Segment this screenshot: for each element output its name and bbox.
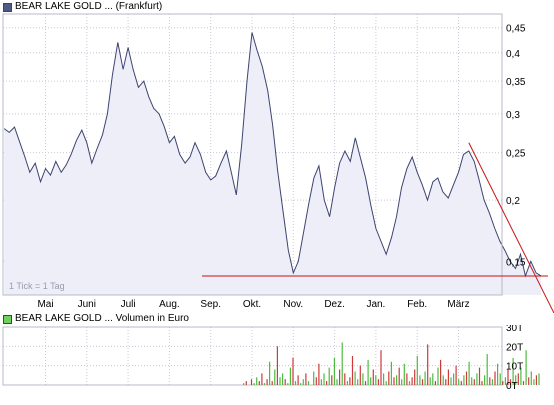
x-tick-label: Nov. [283, 299, 303, 310]
trend-line [468, 142, 554, 313]
tick-note: 1 Tick = 1 Tag [9, 281, 65, 291]
y-tick-label: 0,3 [506, 110, 520, 121]
x-tick-label: Aug. [159, 299, 180, 310]
y-tick-label: 0,35 [506, 77, 526, 88]
x-tick-label: Feb. [407, 299, 427, 310]
price-area-fill [4, 32, 542, 295]
y-tick-label: 0,4 [506, 49, 520, 60]
price-plot-frame [2, 13, 503, 296]
x-tick-label: Mai [37, 299, 53, 310]
price-chart-title: BEAR LAKE GOLD ... (Frankfurt) [15, 1, 163, 12]
volume-chart: 30T 20T 10T 0T [2, 325, 540, 392]
price-chart-legend: BEAR LAKE GOLD ... (Frankfurt) [3, 1, 162, 13]
volume-series-swatch [3, 314, 12, 324]
y-tick-label: 0,45 [506, 24, 526, 35]
volume-y-tick-label: 10T [506, 362, 523, 373]
x-tick-label: Juli [121, 299, 136, 310]
x-tick-label: März [447, 299, 469, 310]
price-chart: 0,45 0,4 0,35 0,3 0,25 0,2 0,15 Mai Juni Juli Aug.… [2, 13, 554, 313]
x-tick-label: Okt. [243, 299, 261, 310]
price-line [3, 32, 542, 278]
x-tick-label: Jan. [366, 299, 385, 310]
x-tick-label: Sep. [200, 299, 221, 310]
y-tick-label: 0,2 [506, 196, 520, 207]
y-tick-label: 0,15 [506, 257, 526, 268]
volume-y-tick-label: 30T [506, 325, 523, 334]
volume-plot-frame [2, 326, 503, 386]
volume-chart-legend: BEAR LAKE GOLD ... Volumen in Euro [3, 313, 189, 325]
x-tick-label: Juni [78, 299, 96, 310]
y-tick-label: 0,25 [506, 149, 526, 160]
volume-y-tick-label: 20T [506, 342, 523, 353]
volume-chart-title: BEAR LAKE GOLD ... Volumen in Euro [15, 313, 189, 324]
price-series-swatch [3, 2, 12, 12]
x-tick-label: Dez. [324, 299, 345, 310]
volume-y-tick-label: 0T [506, 381, 518, 392]
